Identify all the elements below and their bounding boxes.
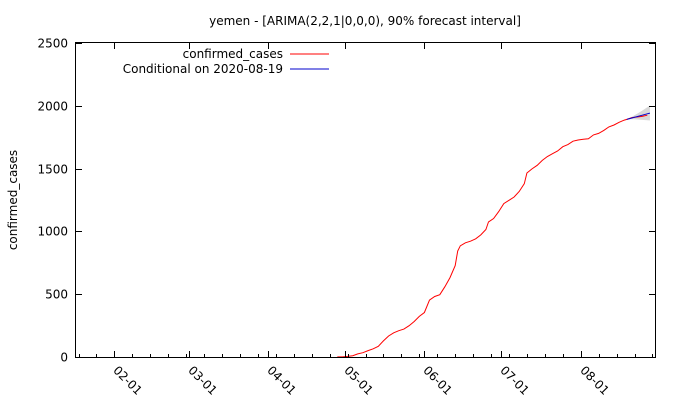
series-layer — [337, 112, 651, 358]
x-tick-label: 06-01 — [420, 363, 455, 398]
y-tick-label: 500 — [45, 288, 68, 302]
forecast-interval-band — [626, 105, 650, 121]
y-tick-label: 1500 — [37, 163, 68, 177]
chart-title: yemen - [ARIMA(2,2,1|0,0,0), 90% forecas… — [209, 14, 521, 28]
y-axis-label: confirmed_cases — [6, 150, 20, 250]
y-tick-label: 2500 — [37, 37, 68, 51]
legend: confirmed_cases Conditional on 2020-08-1… — [123, 47, 329, 76]
y-tick-label: 2000 — [37, 100, 68, 114]
y-tick-label: 1000 — [37, 225, 68, 239]
x-tick-label: 05-01 — [341, 363, 376, 398]
series-line-conditional-forecast — [626, 112, 651, 120]
x-tick-label: 03-01 — [185, 363, 220, 398]
y-tick-label: 0 — [60, 351, 68, 365]
x-tick-label: 08-01 — [577, 363, 612, 398]
y-axis: 0 500 1000 1500 2000 2500 — [37, 37, 655, 365]
legend-label-conditional: Conditional on 2020-08-19 — [123, 62, 283, 76]
x-tick-label: 04-01 — [264, 363, 299, 398]
x-tick-label: 07-01 — [497, 363, 532, 398]
x-axis: 02-01 03-01 04-01 05-01 06-01 07-01 08-01 — [79, 43, 653, 398]
forecast-interval-layer — [626, 105, 650, 121]
series-line-confirmed-cases — [337, 114, 648, 358]
plot-frame — [75, 42, 656, 358]
x-tick-label: 02-01 — [110, 363, 145, 398]
legend-label-confirmed-cases: confirmed_cases — [183, 47, 283, 61]
